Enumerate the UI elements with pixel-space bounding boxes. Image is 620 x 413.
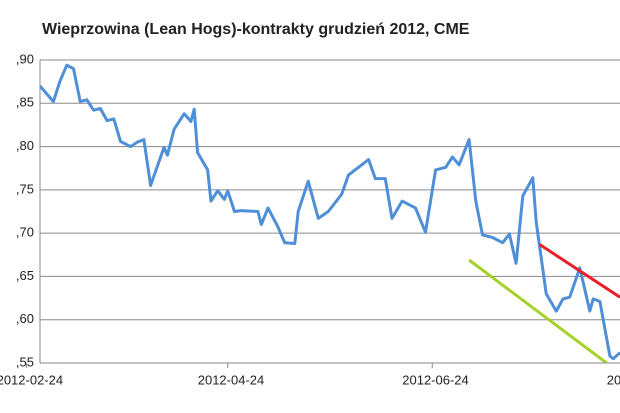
x-tick-label: 2012-0: [607, 372, 620, 387]
grid: [40, 59, 620, 364]
y-tick-label: ,65: [16, 268, 34, 283]
y-tick-label: ,55: [16, 354, 34, 369]
y-tick-label: ,80: [16, 138, 34, 153]
plot-area: [40, 63, 620, 363]
y-tick-label: ,70: [16, 225, 34, 240]
trend-line: [468, 258, 608, 363]
x-tick-label: 2012-06-24: [402, 372, 469, 387]
y-tick-label: ,75: [16, 181, 34, 196]
y-tick-label: ,60: [16, 311, 34, 326]
y-tick-label: ,90: [16, 51, 34, 66]
x-tick-label: 2012-04-24: [198, 372, 265, 387]
data-line: [40, 63, 620, 361]
chart-title: Wieprzowina (Lean Hogs)-kontrakty grudzi…: [42, 21, 470, 38]
y-tick-label: ,85: [16, 95, 34, 110]
x-tick-label: 2012-02-24: [0, 372, 63, 387]
trend-line: [538, 243, 620, 299]
